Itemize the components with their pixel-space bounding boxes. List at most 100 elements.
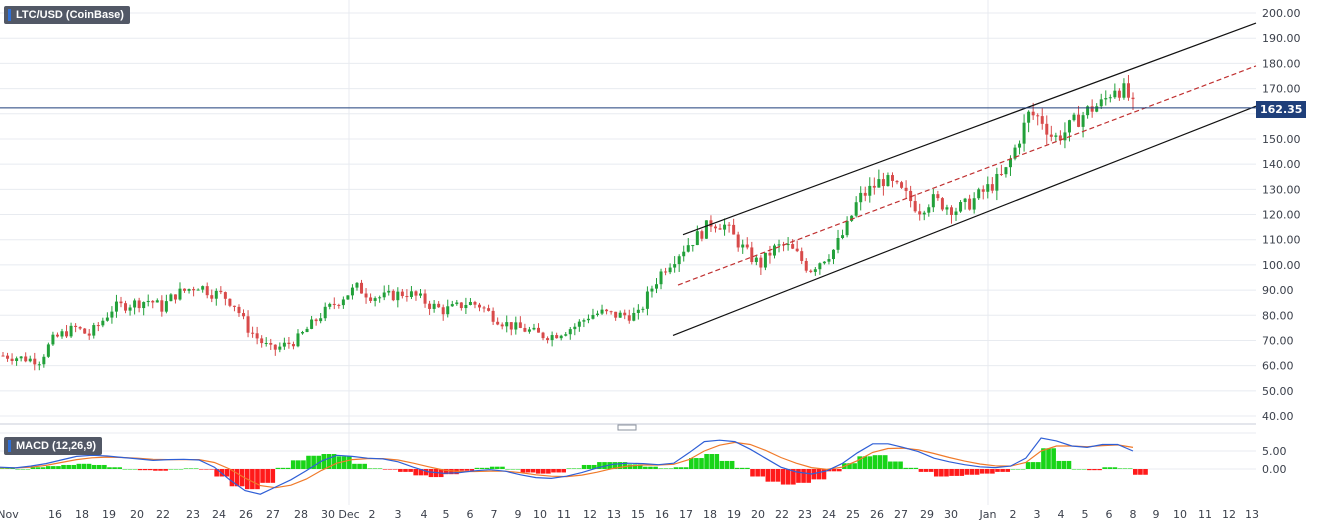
candle-body <box>809 270 813 272</box>
macd-hist-bar <box>413 469 418 476</box>
macd-tick-label: 0.00 <box>1262 463 1287 476</box>
y-tick-label: 40.00 <box>1262 410 1294 423</box>
candle-body <box>237 306 241 314</box>
macd-hist-bar <box>1000 469 1005 472</box>
candle-body <box>364 293 368 298</box>
current-price-tag: 162.35 <box>1256 101 1307 118</box>
candle-body <box>10 358 14 361</box>
candle-body <box>83 328 87 334</box>
candle-body <box>936 194 940 199</box>
macd-hist-bar <box>796 469 801 483</box>
macd-hist-bar <box>944 469 949 477</box>
macd-hist-bar <box>285 467 291 469</box>
candle-body <box>859 192 863 203</box>
candle-body <box>895 180 899 183</box>
macd-label: MACD (12,26,9) <box>16 440 97 452</box>
macd-hist-bar <box>801 469 806 483</box>
macd-hist-bar <box>239 469 245 487</box>
macd-hist-bar <box>597 462 602 469</box>
candle-body <box>813 269 817 272</box>
candle-body <box>78 327 82 329</box>
x-tick-label: 8 <box>1130 508 1137 521</box>
macd-hist-bar <box>821 469 827 480</box>
macd-hist-bar <box>688 458 694 469</box>
macd-hist-bar <box>142 469 148 471</box>
x-tick-label: 10 <box>533 508 547 521</box>
macd-hist-bar <box>719 460 725 469</box>
macd-hist-bar <box>515 469 521 470</box>
candle-body <box>750 247 754 263</box>
candle-body <box>142 302 146 309</box>
candle-body <box>1 355 5 357</box>
candle-body <box>192 289 196 291</box>
candle-body <box>55 334 59 337</box>
x-tick-label: 9 <box>515 508 522 521</box>
candle-body <box>33 358 37 365</box>
macd-hist-bar <box>1015 469 1021 470</box>
candle-body <box>727 224 731 226</box>
candle-body <box>414 291 418 296</box>
x-tick-label: 23 <box>186 508 200 521</box>
candle-body <box>287 342 291 345</box>
macd-hist-bar <box>903 467 908 469</box>
macd-hist-bar <box>811 469 817 480</box>
y-tick-label: 60.00 <box>1262 360 1294 373</box>
macd-hist-bar <box>1092 469 1097 471</box>
candle-body <box>146 300 150 303</box>
macd-hist-bar <box>933 469 939 477</box>
macd-hist-bar <box>132 469 138 470</box>
macd-hist-bar <box>535 469 541 474</box>
candle-body <box>527 329 531 332</box>
macd-hist-bar <box>918 469 924 472</box>
candle-body <box>360 282 364 294</box>
candle-body <box>373 298 377 301</box>
candle-body <box>437 303 441 308</box>
candle-body <box>1126 83 1130 98</box>
x-tick-label: 3 <box>395 508 402 521</box>
candle-body <box>264 342 268 344</box>
macd-hist-bar <box>469 469 475 471</box>
macd-hist-bar <box>398 469 403 472</box>
macd-hist-bar <box>969 469 975 475</box>
macd-hist-bar <box>1107 467 1113 469</box>
macd-hist-bar <box>1061 460 1067 469</box>
macd-signal-line <box>0 441 1134 489</box>
y-tick-label: 140.00 <box>1262 158 1301 171</box>
candle-body <box>219 290 223 293</box>
candle-body <box>269 342 273 345</box>
macd-hist-bar <box>852 463 857 469</box>
panel-resize-handle[interactable] <box>617 424 637 431</box>
macd-hist-bar <box>979 469 985 474</box>
candle-body <box>133 300 137 308</box>
macd-hist-bar <box>122 469 128 470</box>
candle-body <box>995 173 999 191</box>
candle-body <box>432 303 436 309</box>
macd-hist-bar <box>908 467 914 469</box>
candle-body <box>650 288 654 292</box>
macd-hist-bar <box>745 467 750 469</box>
candle-body <box>1018 143 1022 148</box>
x-tick-label: 7 <box>491 508 498 521</box>
candle-body <box>296 333 300 347</box>
candle-body <box>777 244 781 246</box>
candle-body <box>1036 115 1040 117</box>
candle-body <box>96 325 100 327</box>
candle-body <box>600 309 604 314</box>
candle-body <box>473 301 477 305</box>
macd-hist-bar <box>382 469 388 470</box>
candle-body <box>523 327 527 332</box>
candle-body <box>945 207 949 210</box>
x-tick-label: 5 <box>443 508 450 521</box>
candle-body <box>196 289 200 291</box>
candle-body <box>114 301 118 312</box>
candle-body <box>69 325 73 337</box>
macd-hist-bar <box>234 469 240 487</box>
symbol-badge: LTC/USD (CoinBase) <box>4 6 130 24</box>
x-tick-label: Dec <box>338 508 359 521</box>
candle-body <box>160 300 164 312</box>
macd-hist-bar <box>949 469 954 476</box>
macd-hist-bar <box>1143 469 1148 475</box>
candle-body <box>1131 97 1135 100</box>
macd-hist-bar <box>525 469 531 473</box>
